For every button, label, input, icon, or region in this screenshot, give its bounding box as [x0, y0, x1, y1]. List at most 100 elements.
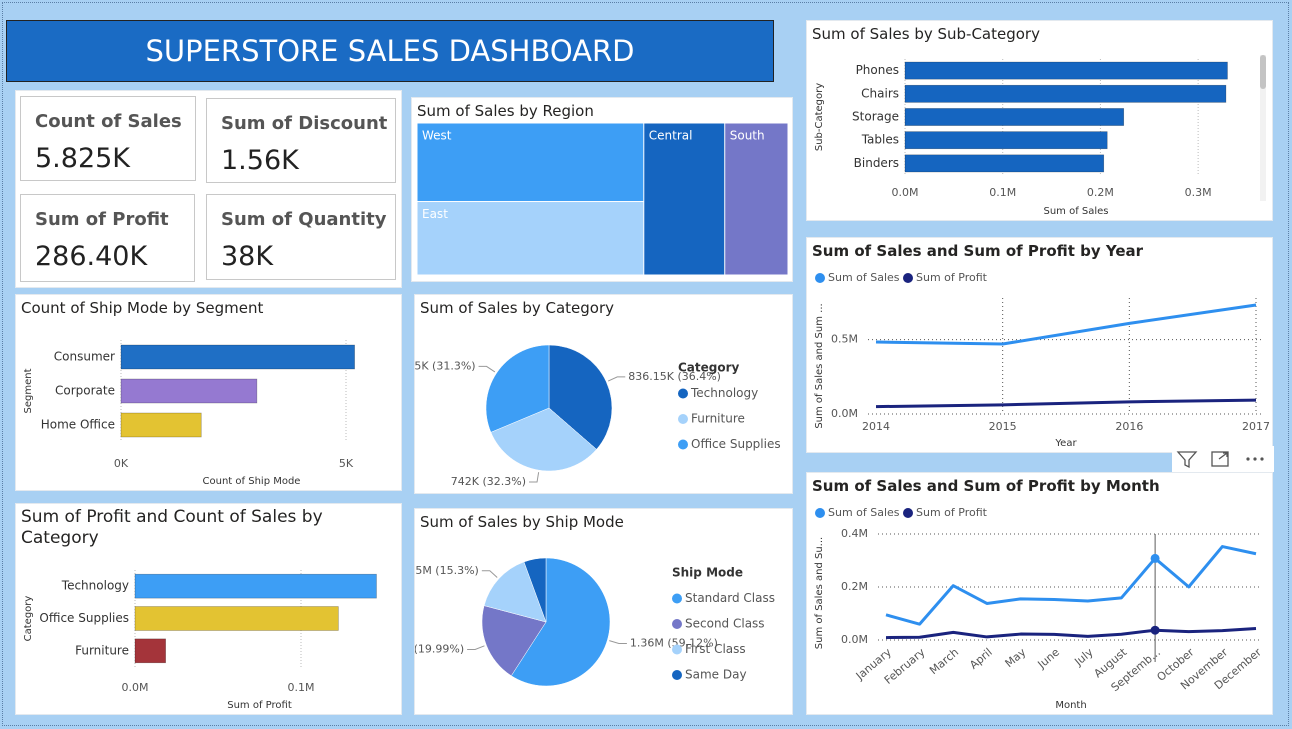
chart: 0.0M 0.1M 0.2M 0.3M Phones Chairs Storage Table… [814, 55, 1266, 217]
series-line [885, 545, 1257, 626]
leader-line [481, 570, 498, 578]
kpi-label: Sum of Profit [35, 209, 169, 230]
visual-toolbar [1172, 446, 1274, 472]
x-tick-label: 2015 [989, 420, 1017, 433]
hover-point [1150, 625, 1160, 635]
legend-label[interactable]: Same Day [685, 668, 747, 682]
x-tick-label: March [927, 646, 961, 678]
hover-point [1150, 553, 1160, 563]
y-tick-label: 0.2M [841, 580, 868, 593]
kpi-card: Sum of Quantity 38K [206, 194, 396, 280]
tile-label: East [422, 207, 448, 221]
data-label: 719.05K (31.3%) [415, 359, 476, 372]
kpi-label: Sum of Quantity [221, 209, 387, 230]
legend-label[interactable]: Sum of Profit [916, 271, 988, 284]
chart-title: Sum of Sales by Ship Mode [420, 513, 624, 531]
leader-line [478, 365, 496, 373]
chart-title: Sum of Sales by Sub-Category [812, 25, 1040, 43]
bar [904, 154, 1105, 173]
tile-label: West [422, 129, 452, 143]
data-label: 836.15K (36.4%) [628, 370, 721, 383]
legend-label[interactable]: Furniture [691, 412, 745, 426]
x-axis-label: Year [1054, 438, 1077, 449]
legend-marker [815, 273, 825, 283]
filter-icon[interactable] [1176, 451, 1198, 469]
legend-label[interactable]: Second Class [685, 617, 765, 631]
legend-label[interactable]: Sum of Profit [916, 506, 988, 519]
chart: 0K 5K Consumer Corporate Home Office Count of… [23, 340, 355, 487]
pie-slice [510, 557, 611, 687]
data-label: 1.36M (59.12%) [630, 636, 718, 649]
data-label: 0.46M (19.99%) [415, 642, 464, 655]
bar [120, 378, 258, 404]
leader-line [607, 376, 626, 382]
more-dot[interactable] [1253, 457, 1257, 461]
y-tick-label: Storage [852, 110, 899, 124]
legend-label[interactable]: Standard Class [685, 591, 775, 605]
kpi-card: Sum of Profit 286.40K [20, 194, 195, 282]
leader-line [609, 640, 627, 644]
legend-marker [678, 388, 688, 399]
legend-label[interactable]: Technology [690, 386, 758, 400]
treemap-tile [417, 202, 644, 275]
bar [120, 344, 355, 370]
chart-panel: 836.15K (36.4%) 742K (32.3%) 719.05K (31.3… [414, 294, 793, 494]
y-tick-label: 0.5M [831, 333, 858, 346]
legend-label[interactable]: First Class [685, 642, 746, 656]
kpi-value: 5.825K [35, 143, 131, 174]
kpi-value: 1.56K [221, 145, 299, 176]
y-tick-label: Binders [854, 156, 899, 170]
chart-title: Sum of Sales and Sum of Profit by Month [812, 477, 1160, 495]
pie-slice [485, 344, 550, 433]
y-tick-label: 0.0M [841, 633, 868, 646]
legend-marker [678, 414, 688, 424]
chart: 0.0M 0.1M Technology Office Supplies Furnitu… [23, 570, 377, 711]
y-tick-label: Furniture [75, 643, 129, 657]
legend-label[interactable]: Sum of Sales [828, 506, 900, 519]
legend-title: Ship Mode [672, 566, 743, 580]
kpi-value: 286.40K [35, 241, 148, 272]
tile-label: Central [649, 129, 693, 143]
kpi-label: Sum of Discount [221, 113, 388, 134]
y-tick-label: Chairs [861, 86, 899, 100]
legend-marker [903, 273, 913, 283]
y-axis-label: Sub-Category [814, 83, 825, 151]
focus-icon[interactable] [1211, 451, 1229, 467]
pie-slice [481, 605, 547, 677]
x-tick-label: 2014 [862, 420, 890, 433]
x-tick-label: June [1035, 645, 1063, 671]
kpi-label: Count of Sales [35, 111, 182, 132]
x-tick-label: 0.0M [892, 186, 919, 199]
y-tick-label: 0.4M [841, 527, 868, 540]
bar [904, 84, 1227, 103]
bar [904, 131, 1108, 150]
more-dot[interactable] [1260, 457, 1264, 461]
chart: 0.0M 0.5M 2014 2015 2016 2017 Sum of Sales Sum … [814, 271, 1270, 449]
legend-marker [672, 644, 682, 655]
bar [904, 61, 1228, 80]
pie-slice [490, 407, 597, 472]
leader-line [529, 472, 540, 483]
chart-panel: 0.0M 0.1M 0.2M 0.3M Phones Chairs Storage Table… [806, 20, 1273, 221]
x-tick-label: 2016 [1115, 420, 1143, 433]
chart-title: Sum of Sales by Category [420, 299, 615, 317]
y-tick-label: Consumer [54, 350, 115, 364]
dashboard-title: SUPERSTORE SALES DASHBOARD [6, 20, 774, 82]
chart: West East Central South [417, 123, 788, 275]
chart-panel: 0.0M 0.2M 0.4M January February March April May… [806, 472, 1273, 715]
more-dot[interactable] [1246, 457, 1250, 461]
chart-title: Count of Ship Mode by Segment [21, 299, 264, 317]
pie-slice [523, 557, 547, 623]
legend-label[interactable]: Office Supplies [691, 437, 781, 451]
chart-panel: 1.36M (59.12%) 0.46M (19.99%) 0.35M (15.3%… [414, 508, 793, 715]
x-tick-label: 0.1M [989, 186, 1016, 199]
chart: 1.36M (59.12%) 0.46M (19.99%) 0.35M (15.3%… [415, 557, 775, 687]
data-label: 742K (32.3%) [451, 475, 526, 488]
toolbar-bg [1172, 446, 1274, 472]
chart-title: Sum of Profit and Count of Sales by Cate… [21, 507, 323, 548]
scrollbar-thumb[interactable] [1260, 55, 1266, 89]
legend-marker [903, 508, 913, 518]
x-tick-label: 0.0M [122, 681, 149, 694]
legend-label[interactable]: Sum of Sales [828, 271, 900, 284]
x-tick-label: 5K [339, 457, 354, 470]
